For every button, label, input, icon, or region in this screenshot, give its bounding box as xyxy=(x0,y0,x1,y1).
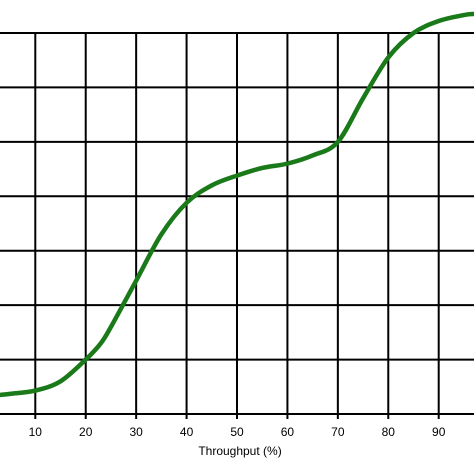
x-tick-label: 10 xyxy=(29,425,43,439)
x-axis-label: Throughput (%) xyxy=(198,444,281,458)
x-tick-label: 80 xyxy=(382,425,396,439)
horizontal-gridlines xyxy=(0,86,474,361)
vertical-gridlines xyxy=(0,32,474,419)
x-tick-labels: 10 20 30 40 50 60 70 80 90 xyxy=(29,425,446,439)
x-tick-label: 60 xyxy=(281,425,295,439)
x-tick-label: 20 xyxy=(79,425,93,439)
x-tick-label: 30 xyxy=(129,425,143,439)
x-tick-label: 70 xyxy=(331,425,345,439)
x-tick-label: 50 xyxy=(230,425,244,439)
x-tick-label: 90 xyxy=(432,425,446,439)
series-line xyxy=(0,11,474,398)
x-tick-label: 40 xyxy=(180,425,194,439)
